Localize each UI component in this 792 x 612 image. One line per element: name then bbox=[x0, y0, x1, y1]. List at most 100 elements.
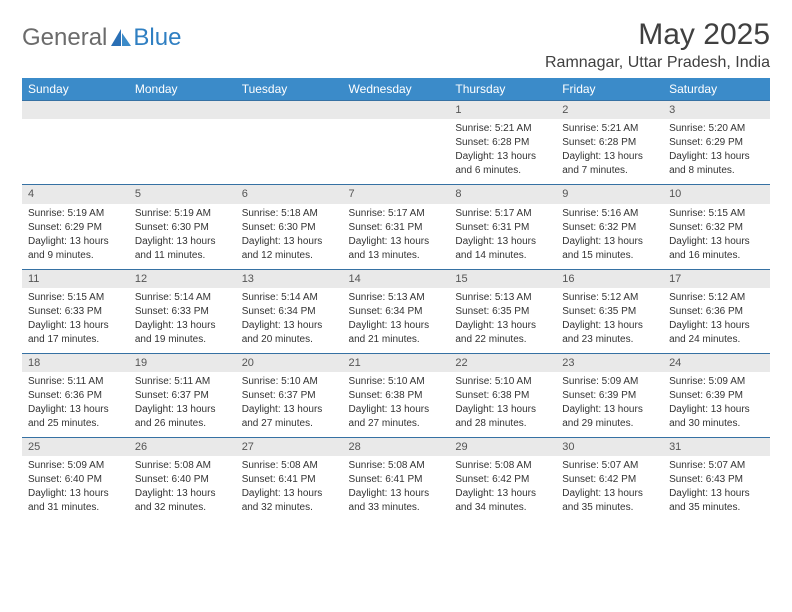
daylight-text: Daylight: 13 hours bbox=[242, 319, 337, 332]
daylight-text: Daylight: 13 hours bbox=[135, 235, 230, 248]
day-detail-cell: Sunrise: 5:11 AMSunset: 6:36 PMDaylight:… bbox=[22, 372, 129, 438]
day-detail-cell: Sunrise: 5:09 AMSunset: 6:39 PMDaylight:… bbox=[556, 372, 663, 438]
day-number-cell: 29 bbox=[449, 438, 556, 457]
day-detail-cell: Sunrise: 5:21 AMSunset: 6:28 PMDaylight:… bbox=[556, 119, 663, 185]
day-number-cell: 6 bbox=[236, 185, 343, 204]
day-number-cell bbox=[129, 101, 236, 120]
daylight-text: and 19 minutes. bbox=[135, 333, 230, 346]
daylight-text: and 29 minutes. bbox=[562, 417, 657, 430]
daylight-text: Daylight: 13 hours bbox=[28, 319, 123, 332]
daylight-text: and 24 minutes. bbox=[669, 333, 764, 346]
daylight-text: and 28 minutes. bbox=[455, 417, 550, 430]
sunset-text: Sunset: 6:37 PM bbox=[242, 389, 337, 402]
daylight-text: Daylight: 13 hours bbox=[562, 487, 657, 500]
daylight-text: and 20 minutes. bbox=[242, 333, 337, 346]
sunset-text: Sunset: 6:41 PM bbox=[349, 473, 444, 486]
day-number-cell: 1 bbox=[449, 101, 556, 120]
daylight-text: Daylight: 13 hours bbox=[669, 403, 764, 416]
sunrise-text: Sunrise: 5:07 AM bbox=[562, 459, 657, 472]
sunrise-text: Sunrise: 5:11 AM bbox=[28, 375, 123, 388]
daylight-text: Daylight: 13 hours bbox=[242, 487, 337, 500]
daylight-text: Daylight: 13 hours bbox=[562, 235, 657, 248]
day-detail-cell: Sunrise: 5:15 AMSunset: 6:33 PMDaylight:… bbox=[22, 288, 129, 354]
sunset-text: Sunset: 6:37 PM bbox=[135, 389, 230, 402]
day-number-cell: 27 bbox=[236, 438, 343, 457]
sunset-text: Sunset: 6:33 PM bbox=[28, 305, 123, 318]
day-detail-cell: Sunrise: 5:17 AMSunset: 6:31 PMDaylight:… bbox=[343, 204, 450, 270]
sunset-text: Sunset: 6:31 PM bbox=[455, 221, 550, 234]
sunset-text: Sunset: 6:43 PM bbox=[669, 473, 764, 486]
day-detail-cell: Sunrise: 5:14 AMSunset: 6:33 PMDaylight:… bbox=[129, 288, 236, 354]
sunset-text: Sunset: 6:40 PM bbox=[28, 473, 123, 486]
daylight-text: and 15 minutes. bbox=[562, 249, 657, 262]
daylight-text: and 26 minutes. bbox=[135, 417, 230, 430]
day-number-cell: 8 bbox=[449, 185, 556, 204]
sunset-text: Sunset: 6:42 PM bbox=[455, 473, 550, 486]
daylight-text: and 7 minutes. bbox=[562, 164, 657, 177]
daylight-text: Daylight: 13 hours bbox=[349, 235, 444, 248]
daylight-text: and 22 minutes. bbox=[455, 333, 550, 346]
day-number-cell: 17 bbox=[663, 269, 770, 288]
weekday-header: Monday bbox=[129, 78, 236, 101]
day-number-cell bbox=[22, 101, 129, 120]
weekday-header: Tuesday bbox=[236, 78, 343, 101]
brand-part1: General bbox=[22, 24, 107, 52]
daylight-text: Daylight: 13 hours bbox=[455, 150, 550, 163]
logo-sail-icon bbox=[110, 28, 132, 48]
sunset-text: Sunset: 6:32 PM bbox=[669, 221, 764, 234]
sunrise-text: Sunrise: 5:08 AM bbox=[135, 459, 230, 472]
day-detail-cell: Sunrise: 5:08 AMSunset: 6:41 PMDaylight:… bbox=[343, 456, 450, 521]
sunrise-text: Sunrise: 5:13 AM bbox=[455, 291, 550, 304]
day-number-cell bbox=[343, 101, 450, 120]
sunrise-text: Sunrise: 5:10 AM bbox=[455, 375, 550, 388]
sunrise-text: Sunrise: 5:16 AM bbox=[562, 207, 657, 220]
daylight-text: Daylight: 13 hours bbox=[349, 319, 444, 332]
daylight-text: and 35 minutes. bbox=[669, 501, 764, 514]
day-number-cell: 15 bbox=[449, 269, 556, 288]
sunset-text: Sunset: 6:40 PM bbox=[135, 473, 230, 486]
daylight-text: and 16 minutes. bbox=[669, 249, 764, 262]
sunrise-text: Sunrise: 5:20 AM bbox=[669, 122, 764, 135]
day-number-row: 18192021222324 bbox=[22, 353, 770, 372]
daylight-text: and 11 minutes. bbox=[135, 249, 230, 262]
sunrise-text: Sunrise: 5:08 AM bbox=[242, 459, 337, 472]
daylight-text: and 35 minutes. bbox=[562, 501, 657, 514]
day-number-cell: 30 bbox=[556, 438, 663, 457]
day-detail-cell: Sunrise: 5:19 AMSunset: 6:30 PMDaylight:… bbox=[129, 204, 236, 270]
daylight-text: Daylight: 13 hours bbox=[455, 403, 550, 416]
day-number-cell: 3 bbox=[663, 101, 770, 120]
daylight-text: and 27 minutes. bbox=[349, 417, 444, 430]
brand-part2: Blue bbox=[133, 24, 181, 52]
daylight-text: and 9 minutes. bbox=[28, 249, 123, 262]
day-number-cell: 28 bbox=[343, 438, 450, 457]
day-number-cell: 19 bbox=[129, 353, 236, 372]
sunrise-text: Sunrise: 5:07 AM bbox=[669, 459, 764, 472]
sunrise-text: Sunrise: 5:13 AM bbox=[349, 291, 444, 304]
daylight-text: and 14 minutes. bbox=[455, 249, 550, 262]
sunrise-text: Sunrise: 5:14 AM bbox=[242, 291, 337, 304]
sunset-text: Sunset: 6:31 PM bbox=[349, 221, 444, 234]
sunrise-text: Sunrise: 5:19 AM bbox=[135, 207, 230, 220]
day-detail-cell: Sunrise: 5:08 AMSunset: 6:41 PMDaylight:… bbox=[236, 456, 343, 521]
sunrise-text: Sunrise: 5:08 AM bbox=[349, 459, 444, 472]
sunrise-text: Sunrise: 5:10 AM bbox=[242, 375, 337, 388]
day-detail-cell: Sunrise: 5:08 AMSunset: 6:40 PMDaylight:… bbox=[129, 456, 236, 521]
day-number-cell: 26 bbox=[129, 438, 236, 457]
sunset-text: Sunset: 6:28 PM bbox=[562, 136, 657, 149]
sunrise-text: Sunrise: 5:14 AM bbox=[135, 291, 230, 304]
day-number-cell: 31 bbox=[663, 438, 770, 457]
weekday-header: Saturday bbox=[663, 78, 770, 101]
day-number-cell: 4 bbox=[22, 185, 129, 204]
day-number-cell: 16 bbox=[556, 269, 663, 288]
day-number-cell: 20 bbox=[236, 353, 343, 372]
day-number-cell: 7 bbox=[343, 185, 450, 204]
calendar-page: General Blue May 2025 Ramnagar, Uttar Pr… bbox=[0, 0, 792, 531]
day-number-cell: 9 bbox=[556, 185, 663, 204]
sunrise-text: Sunrise: 5:18 AM bbox=[242, 207, 337, 220]
sunrise-text: Sunrise: 5:15 AM bbox=[28, 291, 123, 304]
daylight-text: Daylight: 13 hours bbox=[349, 403, 444, 416]
daylight-text: Daylight: 13 hours bbox=[135, 403, 230, 416]
day-detail-row: Sunrise: 5:09 AMSunset: 6:40 PMDaylight:… bbox=[22, 456, 770, 521]
daylight-text: and 27 minutes. bbox=[242, 417, 337, 430]
daylight-text: and 32 minutes. bbox=[242, 501, 337, 514]
